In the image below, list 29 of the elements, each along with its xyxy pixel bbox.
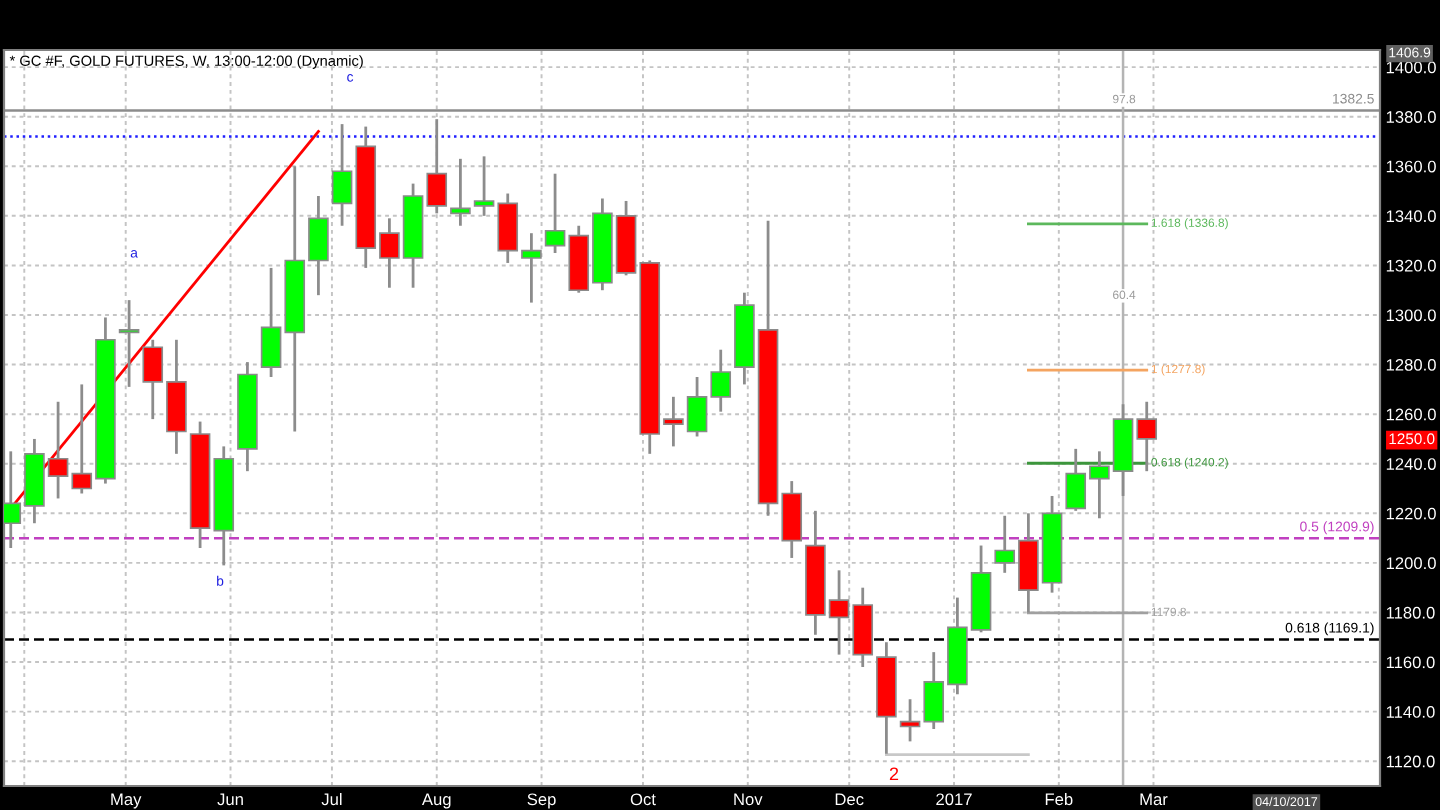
y-tick-label: 1400.0 — [1386, 61, 1436, 74]
x-tick-label: Mar — [1140, 793, 1168, 806]
y-tick-label: 1300.0 — [1386, 309, 1436, 322]
x-tick-label: Jul — [321, 792, 342, 806]
y-tick-label: 1220.0 — [1386, 507, 1436, 520]
x-tick-label: Aug — [421, 793, 451, 809]
candlestick — [450, 157, 471, 228]
x-tick-label: 2017 — [936, 793, 972, 806]
y-tick-label: 1140.0 — [1386, 706, 1435, 718]
y-tick-label: 1340.0 — [1386, 210, 1436, 223]
y-tick-label: 1380.0 — [1386, 111, 1436, 123]
y-tick-label: 1320.0 — [1386, 259, 1436, 272]
y-tick-label: 1280.0 — [1386, 358, 1436, 371]
y-tick-label: 1180.0 — [1386, 606, 1435, 619]
x-tick-label: Oct — [630, 793, 656, 806]
annotation: 2 — [889, 767, 899, 781]
x-tick-label: May — [111, 793, 142, 809]
y-tick-label: 1360.0 — [1386, 160, 1436, 173]
y-tick-label: 1260.0 — [1386, 408, 1436, 421]
x-tick-label: Sep — [527, 793, 556, 809]
x-tick-label: Dec — [835, 793, 864, 806]
x-tick-label: Feb — [1045, 792, 1073, 806]
candlestick — [118, 298, 140, 389]
x-tick-label: Jun — [217, 793, 243, 806]
y-tick-label: 1200.0 — [1386, 557, 1436, 570]
y-tick-label: 1240.0 — [1386, 458, 1436, 470]
y-tick-label: 1120.0 — [1386, 755, 1435, 768]
x-tick-label: Nov — [734, 793, 763, 806]
y-tick-label: 1160.0 — [1386, 656, 1435, 669]
